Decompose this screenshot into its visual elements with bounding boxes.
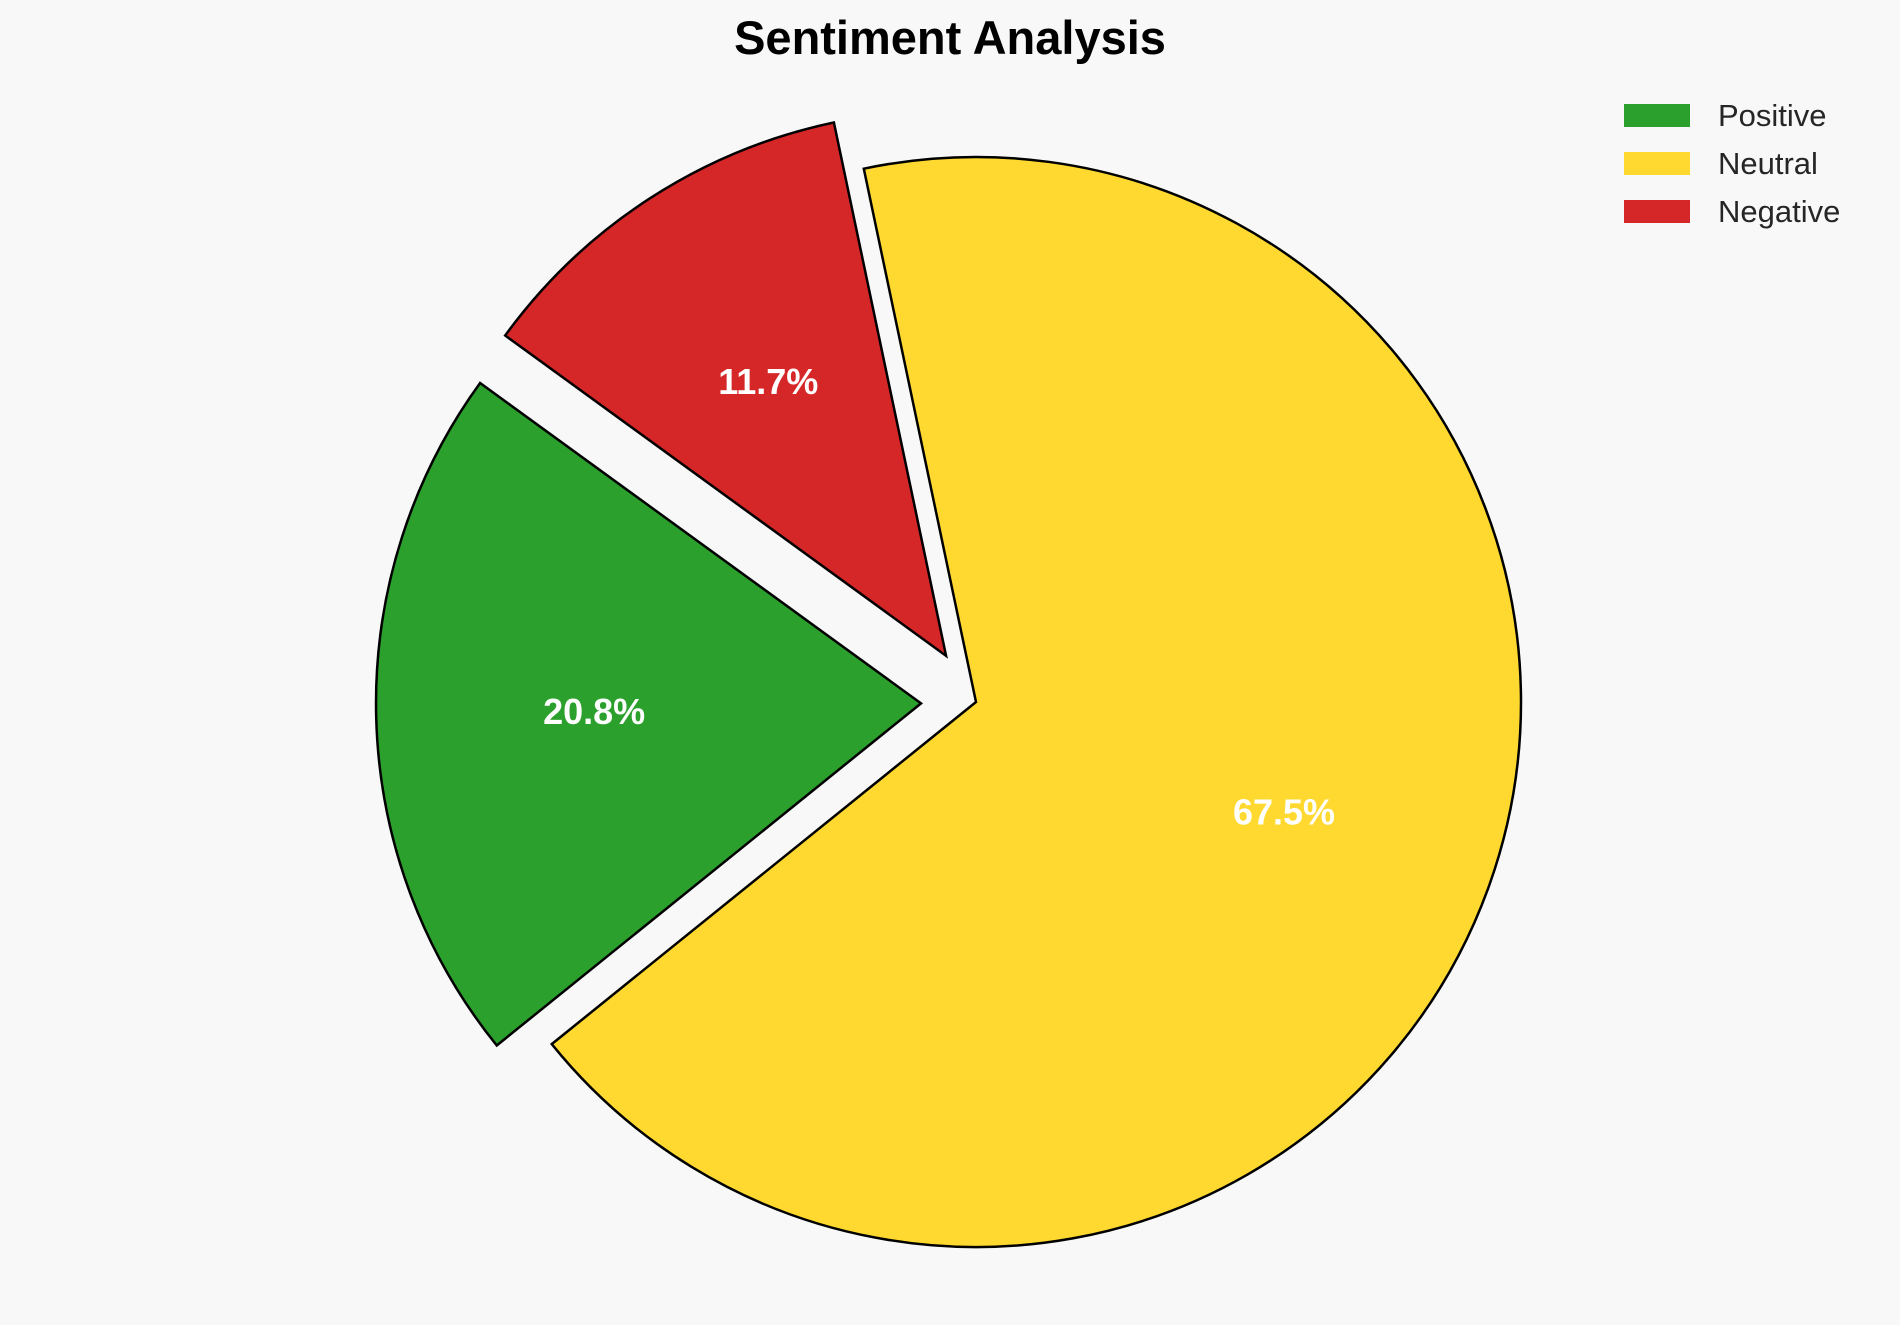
pie-label-neutral: 67.5% [1233, 791, 1335, 832]
legend-label-neutral: Neutral [1718, 146, 1818, 181]
pie-slice-negative [503, 121, 948, 659]
legend-label-positive: Positive [1718, 98, 1827, 133]
legend-swatch-positive [1624, 104, 1690, 127]
pie-slice-positive [374, 381, 924, 1048]
chart-title: Sentiment Analysis [734, 11, 1166, 64]
legend: Positive Neutral Negative [1624, 98, 1840, 229]
pie-percent-labels: 20.8% 67.5% 11.7% [543, 361, 1335, 832]
legend-label-negative: Negative [1718, 194, 1840, 229]
legend-swatch-negative [1624, 200, 1690, 223]
pie-slice-neutral [549, 155, 1523, 1249]
pie-label-negative: 11.7% [718, 361, 818, 402]
pie-label-positive: 20.8% [543, 691, 645, 732]
pie-slices [374, 121, 1523, 1249]
legend-swatch-neutral [1624, 152, 1690, 175]
